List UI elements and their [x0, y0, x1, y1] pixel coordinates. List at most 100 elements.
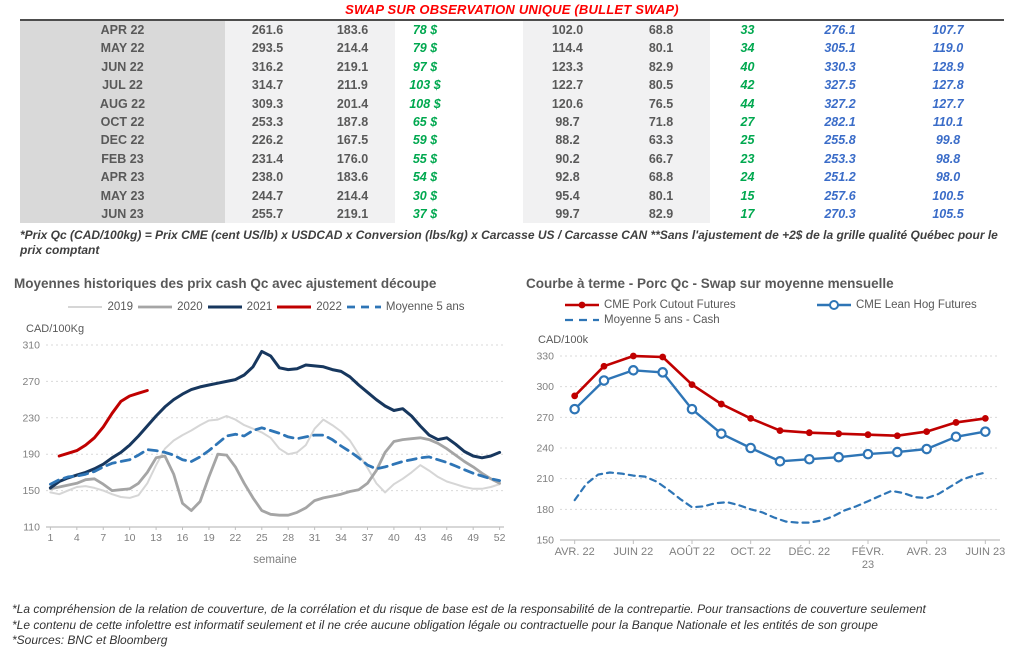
- svg-text:210: 210: [536, 473, 554, 485]
- value-cell: 231.4: [225, 149, 310, 169]
- legend-swatch-icon: [68, 306, 103, 309]
- legend-label: CME Lean Hog Futures: [856, 299, 977, 312]
- table-footnote: *Prix Qc (CAD/100kg) = Prix CME (cent US…: [20, 228, 998, 258]
- footer-notes: *La compréhension de la relation de couv…: [12, 602, 1024, 649]
- month-cell: DEC 22: [20, 131, 225, 150]
- svg-text:31: 31: [309, 532, 321, 544]
- svg-text:JUIN 22: JUIN 22: [613, 546, 653, 558]
- forward-curve-chart: Courbe à terme - Porc Qc - Swap sur moye…: [524, 272, 1016, 586]
- value-cell: 34: [740, 41, 755, 56]
- value-cell: 270.3: [824, 206, 856, 221]
- svg-text:270: 270: [536, 412, 554, 424]
- legend-label: 2019: [107, 301, 134, 314]
- legend-label: 2020: [177, 301, 203, 314]
- svg-text:16: 16: [177, 532, 189, 544]
- value-cell: 68.8: [612, 168, 710, 187]
- value-cell: 214.4: [310, 186, 395, 205]
- svg-text:310: 310: [22, 340, 40, 352]
- legend-item: 2022: [276, 301, 342, 313]
- value-cell: 251.2: [824, 170, 856, 185]
- svg-text:FÉVR.: FÉVR.: [852, 545, 884, 558]
- svg-text:110: 110: [23, 522, 40, 534]
- value-cell: 98.7: [523, 112, 612, 132]
- value-cell: 15: [740, 188, 755, 203]
- value-cell: 95.4: [523, 186, 612, 205]
- value-cell: 76.5: [612, 94, 710, 113]
- svg-text:semaine: semaine: [253, 554, 296, 566]
- value-cell: 127.7: [932, 96, 964, 111]
- svg-text:23: 23: [862, 559, 874, 571]
- month-cell: JUN 22: [20, 57, 225, 77]
- value-cell: 30 $: [412, 188, 438, 203]
- svg-text:25: 25: [256, 532, 268, 544]
- value-cell: 114.4: [523, 39, 612, 58]
- svg-text:150: 150: [22, 485, 40, 497]
- value-cell: 88.2: [523, 131, 612, 150]
- svg-text:7: 7: [100, 532, 106, 544]
- svg-text:52: 52: [494, 532, 506, 544]
- svg-text:150: 150: [536, 535, 554, 547]
- svg-text:300: 300: [536, 381, 554, 393]
- legend-label: Moyenne 5 ans - Cash: [604, 314, 720, 327]
- value-cell: 99.7: [523, 204, 612, 224]
- table-row: JUN 22 316.2 219.1 97 $ 123.3 82.9 40 330.3 128.…: [20, 57, 1004, 77]
- value-cell: 68.8: [612, 21, 710, 40]
- value-cell: 293.5: [225, 39, 310, 58]
- value-cell: 219.1: [310, 57, 395, 77]
- value-cell: 253.3: [824, 151, 856, 166]
- value-cell: 102.0: [523, 21, 612, 40]
- value-cell: 107.7: [932, 23, 964, 37]
- value-cell: 103 $: [409, 78, 441, 93]
- value-cell: 123.3: [523, 57, 612, 77]
- svg-text:230: 230: [22, 413, 40, 425]
- value-cell: 128.9: [932, 59, 964, 74]
- legend-swatch-icon: [346, 305, 381, 309]
- svg-text:46: 46: [441, 532, 453, 544]
- value-cell: 78 $: [412, 23, 438, 37]
- legend-item: Moyenne 5 ans - Cash: [564, 314, 812, 326]
- svg-text:270: 270: [22, 376, 40, 388]
- value-cell: 282.1: [824, 114, 856, 129]
- legend-swatch-icon: [277, 305, 312, 309]
- value-cell: 54 $: [412, 170, 438, 185]
- table-row: FEB 23 231.4 176.0 55 $ 90.2 66.7 23 253.3 98.8: [20, 149, 1004, 169]
- legend-label: 2022: [316, 301, 342, 314]
- value-cell: 105.5: [932, 206, 964, 221]
- legend-label: CME Pork Cutout Futures: [604, 299, 736, 312]
- svg-text:49: 49: [467, 532, 479, 544]
- svg-text:37: 37: [362, 532, 374, 544]
- swap-table: APR 22 261.6 183.6 78 $102.0 68.8 33 276.1 107.…: [20, 19, 1004, 224]
- value-cell: 44: [740, 96, 755, 111]
- svg-text:240: 240: [536, 443, 554, 455]
- svg-text:43: 43: [414, 532, 426, 544]
- value-cell: 55 $: [412, 151, 438, 166]
- chart-title: Moyennes historiques des prix cash Qc av…: [14, 276, 437, 292]
- value-cell: 99.8: [935, 133, 961, 148]
- month-cell: MAY 22: [20, 39, 225, 58]
- value-cell: 110.1: [932, 114, 964, 129]
- value-cell: 92.8: [523, 168, 612, 187]
- svg-text:AOÛT 22: AOÛT 22: [669, 545, 715, 558]
- legend-swatch-icon: [207, 305, 242, 309]
- legend-item: CME Pork Cutout Futures: [564, 299, 812, 311]
- legend-item: 2020: [137, 301, 203, 313]
- historical-prices-chart: Moyennes historiques des prix cash Qc av…: [12, 272, 520, 586]
- value-cell: 82.9: [612, 57, 710, 77]
- month-cell: FEB 23: [20, 149, 225, 169]
- legend-swatch-icon: [817, 300, 851, 311]
- value-cell: 25: [740, 133, 755, 148]
- value-cell: 37 $: [412, 206, 438, 221]
- legend-item: Moyenne 5 ans: [346, 301, 465, 313]
- month-cell: JUL 22: [20, 76, 225, 95]
- report-title: SWAP SUR OBSERVATION UNIQUE (BULLET SWAP…: [345, 2, 679, 17]
- value-cell: 253.3: [225, 112, 310, 132]
- value-cell: 316.2: [225, 57, 310, 77]
- table-row: APR 22 261.6 183.6 78 $ 102.0 68.8 33 276.1 107.…: [20, 21, 1004, 40]
- value-cell: 176.0: [310, 149, 395, 169]
- legend-swatch-icon: [138, 305, 173, 309]
- svg-text:AVR. 23: AVR. 23: [907, 546, 947, 558]
- value-cell: 79 $: [412, 41, 438, 56]
- value-cell: 257.6: [824, 188, 856, 203]
- svg-text:OCT. 22: OCT. 22: [730, 546, 770, 558]
- value-cell: 98.8: [935, 151, 961, 166]
